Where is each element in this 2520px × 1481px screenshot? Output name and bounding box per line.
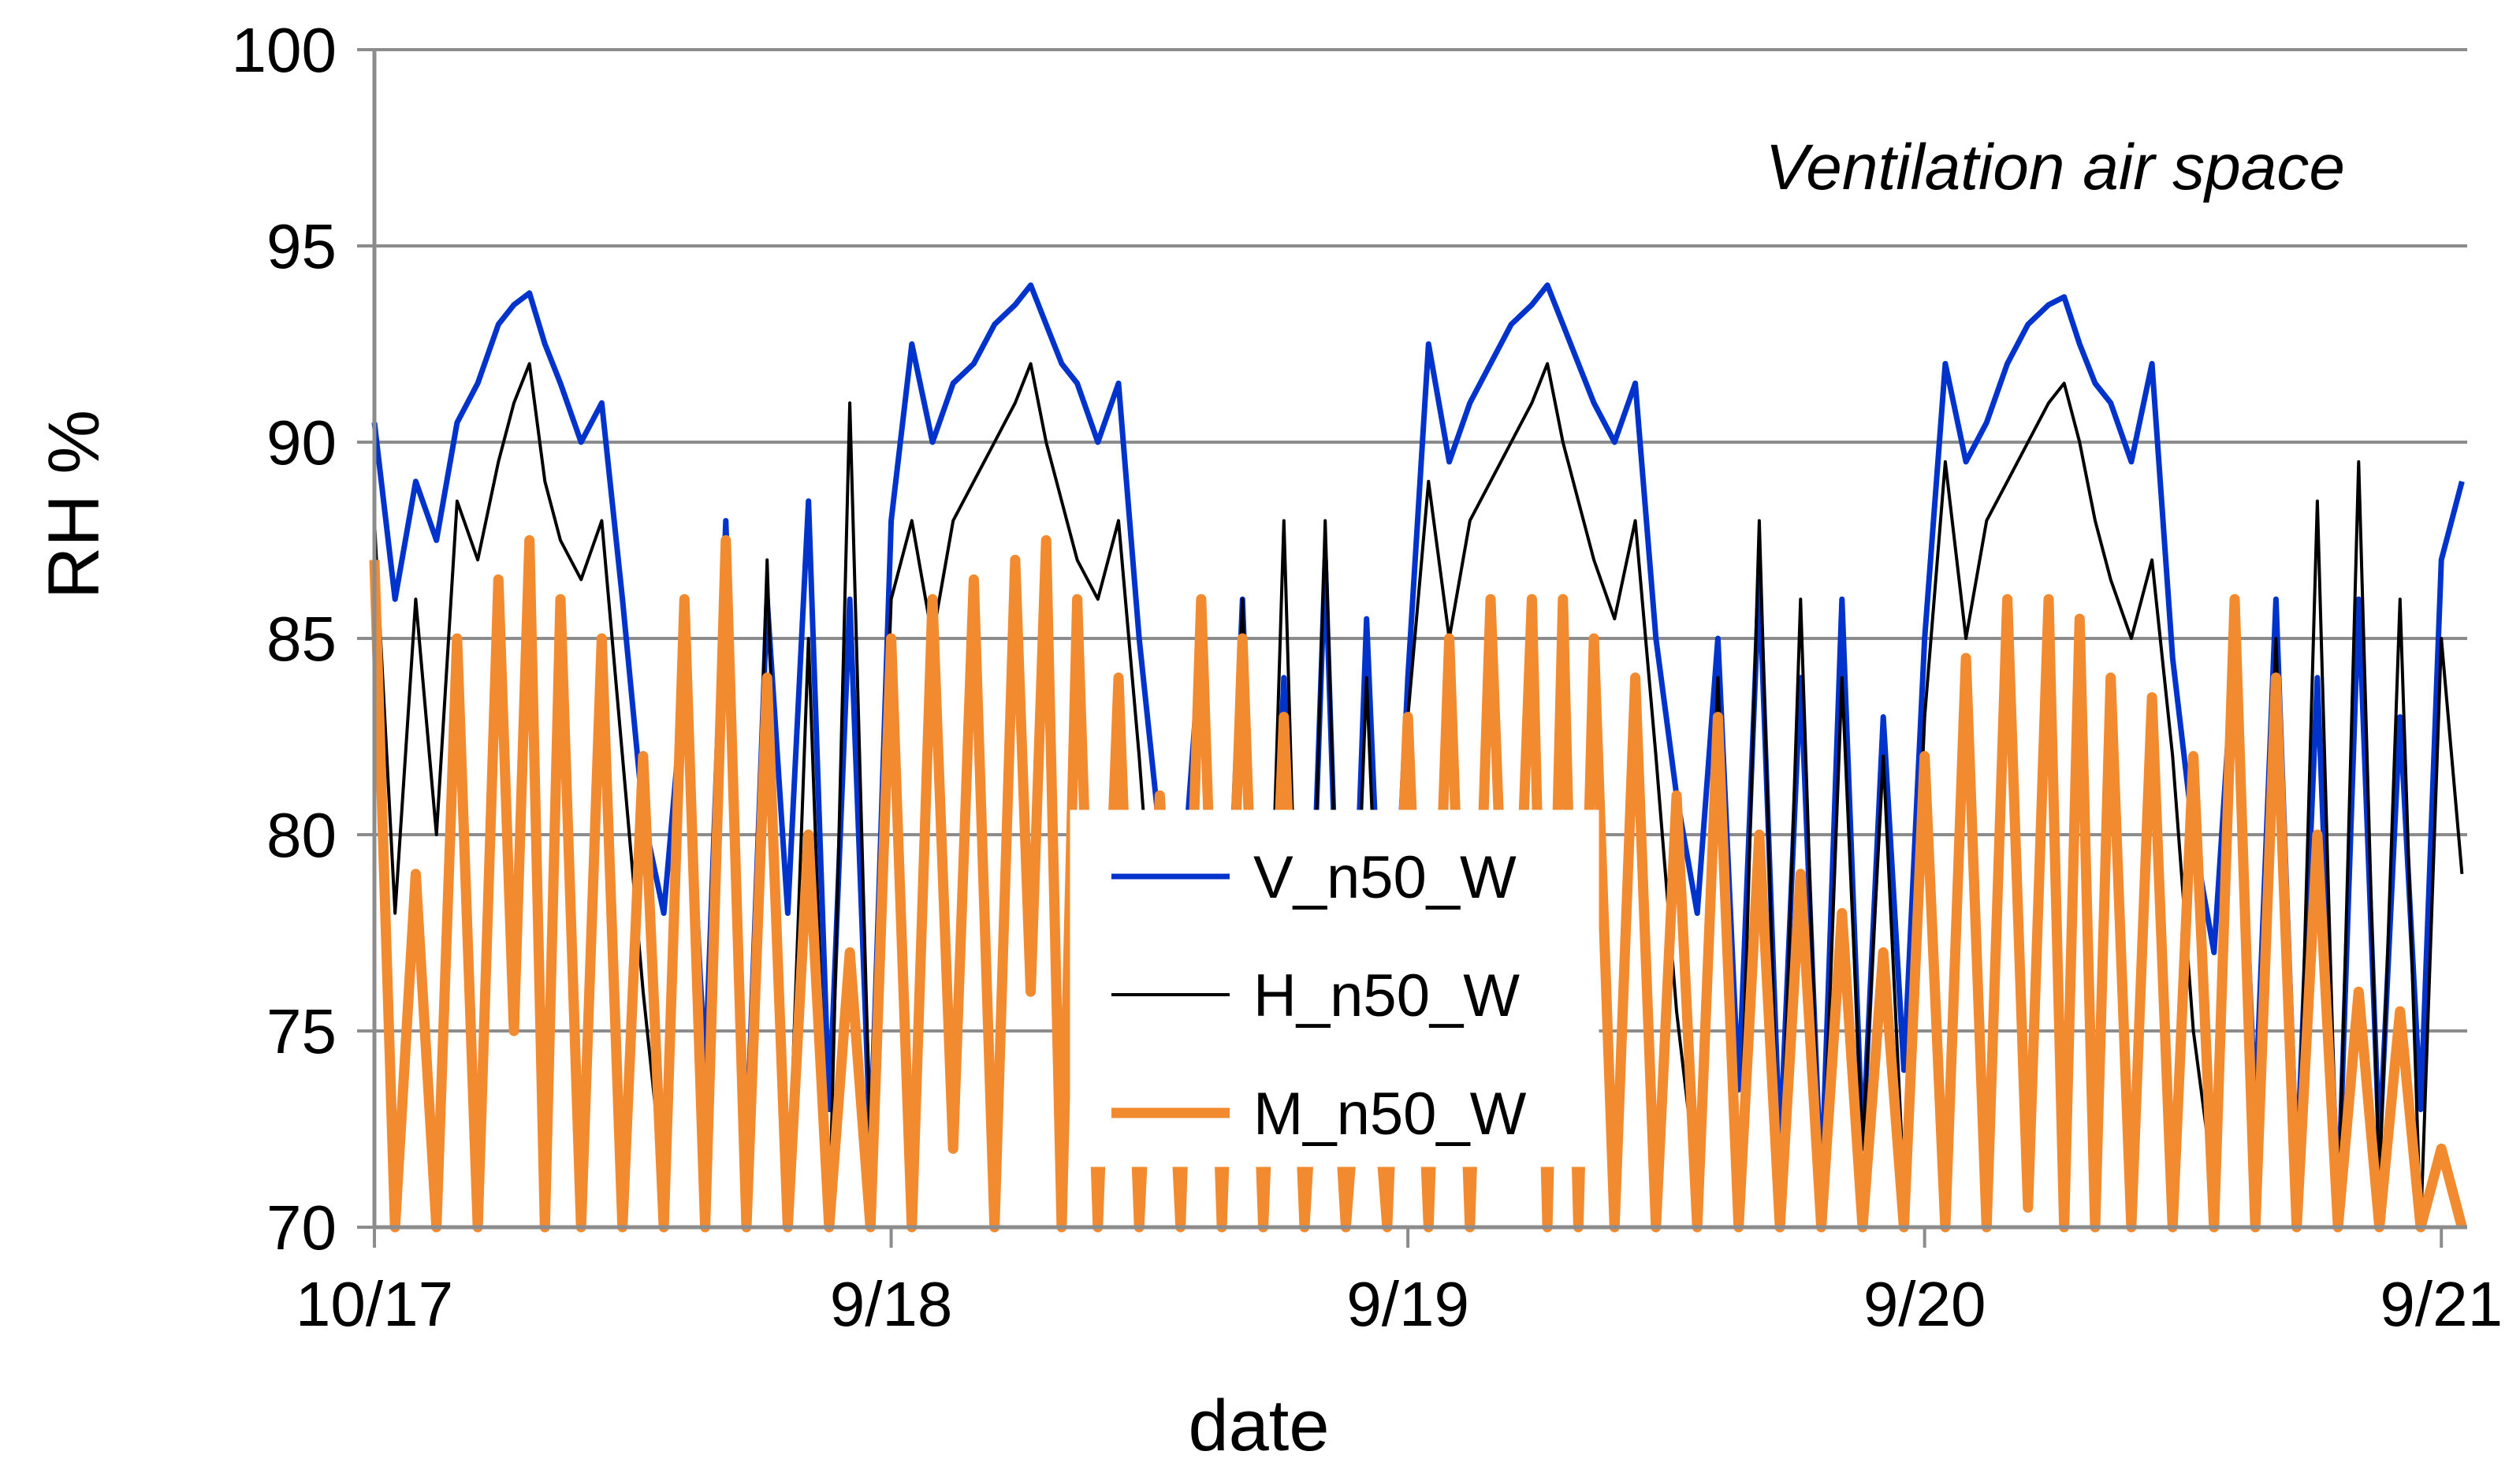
y-tick-label: 90 <box>266 407 337 478</box>
x-tick-label: 10/17 <box>296 1269 453 1339</box>
axes <box>357 48 2467 1248</box>
y-tick-label: 75 <box>266 996 337 1066</box>
chart-annotation: Ventilation air space <box>1766 132 2345 203</box>
y-tick-label: 70 <box>266 1193 337 1263</box>
x-axis-title: date <box>1188 1386 1329 1466</box>
y-tick-label: 85 <box>266 604 337 674</box>
x-tick-label: 9/18 <box>830 1269 953 1339</box>
legend-label: M_n50_W <box>1253 1081 1527 1148</box>
y-tick-label: 100 <box>232 15 337 85</box>
legend-box <box>1070 809 1599 1167</box>
legend-label: V_n50_W <box>1253 844 1517 911</box>
x-tick-label: 9/19 <box>1346 1269 1469 1339</box>
x-tick-labels: 10/17 9/18 9/19 9/20 9/21 <box>296 1269 2503 1339</box>
y-tick-label: 80 <box>266 800 337 870</box>
x-tick-label: 9/20 <box>1863 1269 1986 1339</box>
legend: V_n50_W H_n50_W M_n50_W <box>1070 809 1599 1167</box>
legend-items: V_n50_W H_n50_W M_n50_W <box>1111 844 1527 1148</box>
y-tick-label: 95 <box>266 211 337 281</box>
y-axis-title: RH % <box>34 410 114 599</box>
y-tick-labels: 70 75 80 85 90 95 100 <box>232 15 337 1263</box>
x-tick-label: 9/21 <box>2380 1269 2503 1339</box>
legend-label: H_n50_W <box>1253 962 1520 1029</box>
